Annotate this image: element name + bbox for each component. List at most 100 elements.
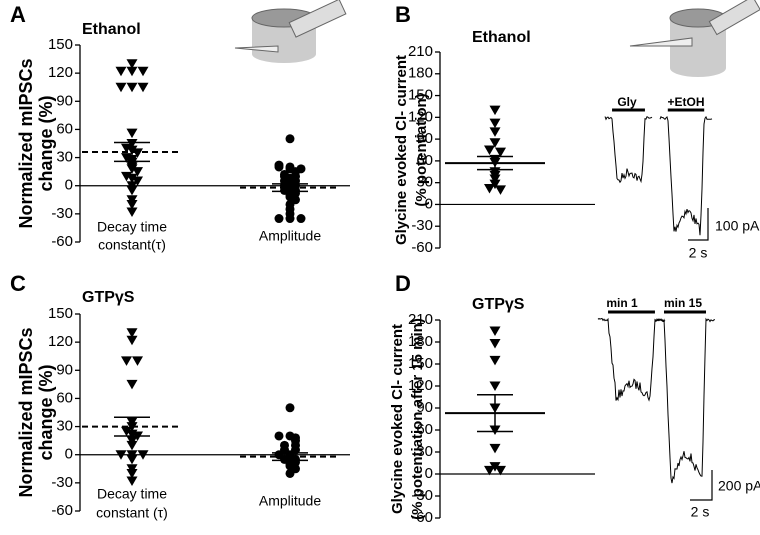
y-tick-label: -60 bbox=[411, 239, 433, 256]
y-tick-label: -60 bbox=[411, 509, 433, 526]
trace-label: min 15 bbox=[664, 296, 702, 310]
data-point bbox=[489, 138, 501, 148]
data-point bbox=[285, 403, 295, 413]
y-tick-label: 120 bbox=[408, 108, 433, 125]
data-point bbox=[274, 431, 284, 441]
group-label: Decay time bbox=[97, 219, 167, 235]
y-tick-label: 60 bbox=[56, 120, 73, 137]
group-label: constant(τ) bbox=[98, 237, 166, 253]
y-axis-label: Glycine evoked Cl- current bbox=[389, 324, 406, 514]
panel: A Ethanol Normalized mIPSCs change (%) -60 -3… bbox=[10, 2, 350, 253]
y-axis-label: Glycine evoked Cl- current bbox=[393, 55, 410, 245]
current-trace bbox=[604, 115, 653, 184]
scale-label: 2 s bbox=[691, 504, 710, 520]
data-point bbox=[489, 118, 501, 129]
y-tick-label: 30 bbox=[56, 149, 73, 166]
data-point bbox=[126, 476, 138, 486]
data-point bbox=[274, 162, 284, 172]
data-point bbox=[484, 465, 495, 476]
y-tick-label: 150 bbox=[48, 305, 73, 322]
data-point bbox=[115, 82, 127, 93]
panel-letter: A bbox=[10, 2, 26, 27]
data-point bbox=[489, 179, 501, 190]
data-point bbox=[132, 148, 143, 158]
data-point bbox=[126, 185, 138, 196]
group-label: Decay time bbox=[97, 486, 167, 502]
data-point bbox=[126, 128, 138, 139]
data-point bbox=[121, 356, 132, 366]
data-point bbox=[285, 468, 295, 478]
panel-title: GTPγS bbox=[82, 289, 135, 306]
group-label: Amplitude bbox=[259, 493, 321, 509]
cartoon-a bbox=[234, 0, 347, 63]
y-tick-label: 30 bbox=[56, 418, 73, 435]
sem-bar bbox=[272, 183, 308, 193]
y-tick-label: 60 bbox=[416, 152, 433, 169]
data-point bbox=[489, 443, 501, 454]
y-tick-label: 120 bbox=[48, 64, 73, 81]
data-point bbox=[126, 199, 138, 210]
data-point bbox=[137, 66, 149, 77]
panel-letter: C bbox=[10, 271, 26, 296]
group-label: constant (τ) bbox=[96, 505, 168, 521]
y-tick-label: 180 bbox=[408, 65, 433, 82]
y-axis-label: (% potentiation) bbox=[413, 93, 430, 206]
data-point bbox=[137, 450, 149, 460]
data-point bbox=[495, 147, 506, 158]
data-point bbox=[137, 82, 149, 93]
data-point bbox=[489, 174, 501, 185]
data-point bbox=[495, 465, 506, 476]
sem-bar bbox=[114, 141, 150, 163]
data-point bbox=[115, 66, 127, 77]
y-tick-label: 60 bbox=[416, 421, 433, 438]
y-tick-label: 210 bbox=[408, 43, 433, 60]
y-tick-label: -60 bbox=[51, 233, 73, 250]
data-point bbox=[489, 127, 501, 137]
y-tick-label: 30 bbox=[416, 443, 433, 460]
data-point bbox=[132, 356, 143, 366]
sem-bar bbox=[477, 394, 513, 433]
sem-bar bbox=[272, 452, 308, 462]
current-trace bbox=[597, 317, 666, 402]
y-tick-label: 0 bbox=[65, 177, 73, 194]
data-point bbox=[489, 338, 501, 349]
cartoon-b bbox=[629, 0, 760, 77]
data-point bbox=[126, 468, 138, 479]
y-axis-label: (% potentiation after 15 min) bbox=[409, 318, 426, 520]
data-point bbox=[489, 462, 501, 472]
sem-bar bbox=[114, 416, 150, 437]
current-trace bbox=[654, 317, 715, 484]
scale-label: 200 pA bbox=[718, 478, 760, 494]
scale-bar bbox=[688, 208, 709, 241]
panel: C GTPγS Normalized mIPSCs change (%) -60 -30 0… bbox=[10, 271, 350, 521]
y-tick-label: -30 bbox=[51, 205, 73, 222]
data-point bbox=[489, 355, 501, 366]
data-point bbox=[126, 335, 138, 346]
data-point bbox=[126, 454, 138, 465]
sem-bar bbox=[477, 155, 513, 171]
data-point bbox=[121, 426, 132, 437]
y-tick-label: 0 bbox=[65, 446, 73, 463]
scale-label: 100 pA bbox=[715, 218, 760, 234]
data-point bbox=[132, 176, 143, 187]
y-tick-label: 150 bbox=[408, 87, 433, 104]
y-tick-label: -60 bbox=[51, 502, 73, 519]
data-point bbox=[126, 207, 138, 217]
panel-title: Ethanol bbox=[472, 29, 531, 46]
y-tick-label: 90 bbox=[56, 361, 73, 378]
panel: B Ethanol Glycine evoked Cl- current (% pot… bbox=[393, 2, 760, 261]
y-axis-label: Normalized mIPSCs bbox=[16, 58, 36, 228]
y-tick-label: 150 bbox=[48, 36, 73, 53]
trace-label: +EtOH bbox=[667, 95, 704, 109]
y-tick-label: 0 bbox=[425, 465, 433, 482]
data-point bbox=[126, 173, 138, 184]
panel: D GTPγS Glycine evoked Cl- current (% poten… bbox=[389, 271, 760, 526]
data-point bbox=[115, 450, 127, 460]
data-point bbox=[126, 66, 138, 77]
y-tick-label: 90 bbox=[56, 92, 73, 109]
data-point bbox=[285, 134, 295, 144]
data-point bbox=[484, 183, 495, 194]
y-tick-label: 30 bbox=[416, 174, 433, 191]
current-trace bbox=[659, 115, 713, 236]
